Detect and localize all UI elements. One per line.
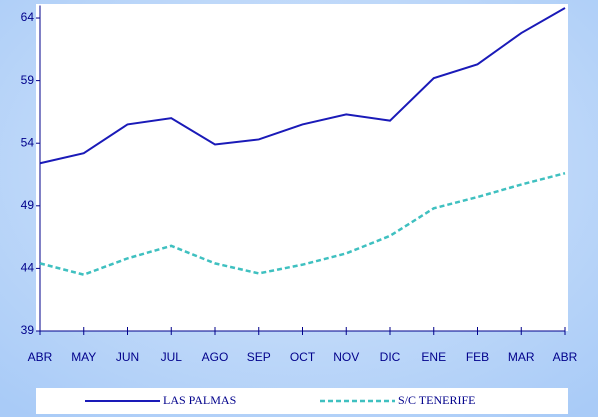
y-tick-label: 44	[21, 261, 35, 275]
x-tick-label: FEB	[466, 350, 489, 364]
series-line	[39, 7, 566, 165]
x-tick-label: JUN	[116, 350, 139, 364]
plot-area	[36, 4, 568, 331]
legend-label: LAS PALMAS	[163, 393, 236, 407]
x-tick-label: ABR	[28, 350, 53, 364]
legend-label: S/C TENERIFE	[398, 393, 475, 407]
x-tick-label: NOV	[333, 350, 359, 364]
x-tick-label: MAY	[71, 350, 96, 364]
y-tick-label: 49	[21, 198, 35, 212]
series-line	[39, 172, 566, 276]
y-tick-label: 54	[21, 135, 35, 149]
x-tick-label: JUL	[161, 350, 183, 364]
x-tick-label: DIC	[380, 350, 401, 364]
x-tick-label: MAR	[508, 350, 535, 364]
x-tick-label: AGO	[202, 350, 229, 364]
x-tick-label: SEP	[247, 350, 271, 364]
x-tick-label: OCT	[290, 350, 316, 364]
y-tick-label: 59	[21, 73, 35, 87]
y-tick-label: 39	[21, 323, 35, 337]
x-tick-label: ENE	[421, 350, 446, 364]
y-tick-label: 64	[21, 10, 35, 24]
x-tick-label: ABR	[553, 350, 578, 364]
